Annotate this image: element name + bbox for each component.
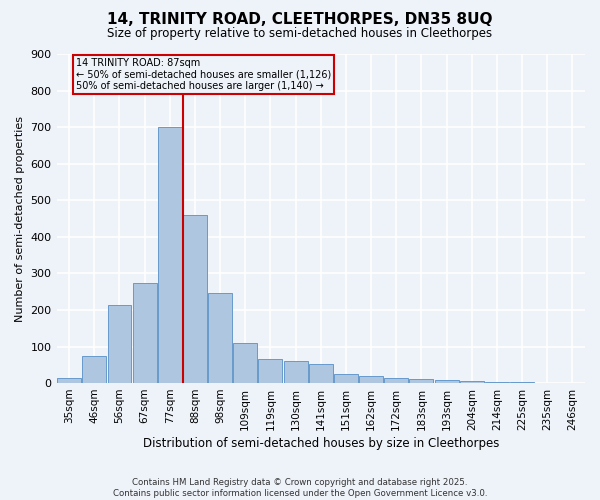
- Bar: [133, 282, 157, 383]
- Bar: [485, 382, 509, 383]
- X-axis label: Distribution of semi-detached houses by size in Cleethorpes: Distribution of semi-detached houses by …: [143, 437, 499, 450]
- Bar: [460, 381, 484, 383]
- Bar: [82, 356, 106, 383]
- Bar: [233, 343, 257, 383]
- Bar: [208, 293, 232, 383]
- Text: 14, TRINITY ROAD, CLEETHORPES, DN35 8UQ: 14, TRINITY ROAD, CLEETHORPES, DN35 8UQ: [107, 12, 493, 28]
- Bar: [309, 364, 333, 383]
- Bar: [284, 361, 308, 383]
- Bar: [434, 380, 458, 383]
- Bar: [385, 378, 408, 383]
- Bar: [107, 305, 131, 383]
- Bar: [334, 374, 358, 383]
- Bar: [158, 127, 182, 383]
- Y-axis label: Number of semi-detached properties: Number of semi-detached properties: [15, 116, 25, 322]
- Bar: [259, 360, 283, 383]
- Text: Contains HM Land Registry data © Crown copyright and database right 2025.
Contai: Contains HM Land Registry data © Crown c…: [113, 478, 487, 498]
- Bar: [409, 380, 433, 383]
- Bar: [183, 215, 207, 383]
- Text: Size of property relative to semi-detached houses in Cleethorpes: Size of property relative to semi-detach…: [107, 28, 493, 40]
- Bar: [359, 376, 383, 383]
- Bar: [57, 378, 81, 383]
- Bar: [510, 382, 534, 383]
- Text: 14 TRINITY ROAD: 87sqm
← 50% of semi-detached houses are smaller (1,126)
50% of : 14 TRINITY ROAD: 87sqm ← 50% of semi-det…: [76, 58, 331, 91]
